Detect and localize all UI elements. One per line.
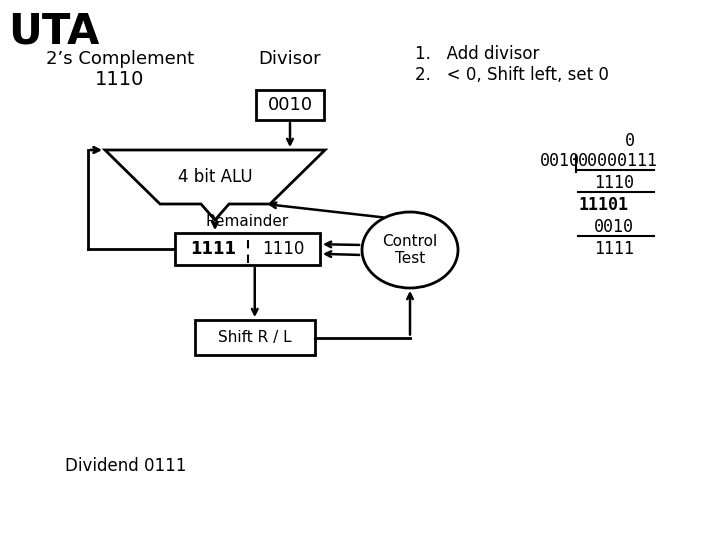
Text: 1110: 1110 (594, 174, 634, 192)
Text: ★: ★ (75, 16, 84, 26)
Text: 1111: 1111 (594, 240, 634, 258)
Text: Dividend 0111: Dividend 0111 (65, 457, 186, 475)
Text: Shift R / L: Shift R / L (218, 330, 292, 345)
Text: Divisor: Divisor (258, 50, 321, 68)
Ellipse shape (362, 212, 458, 288)
Polygon shape (105, 150, 325, 220)
Text: 0010: 0010 (594, 218, 634, 236)
Bar (175, 233, 320, 265)
Text: 0: 0 (625, 132, 635, 150)
Bar (194, 320, 315, 355)
Text: Control
Test: Control Test (382, 234, 438, 266)
Text: UTA: UTA (8, 10, 99, 52)
Text: 1110: 1110 (263, 240, 305, 258)
Text: 1111: 1111 (189, 240, 235, 258)
Text: 00000111: 00000111 (578, 152, 658, 170)
Text: 1.   Add divisor: 1. Add divisor (415, 45, 539, 63)
Text: 2’s Complement: 2’s Complement (46, 50, 194, 68)
Text: 2.   < 0, Shift left, set 0: 2. < 0, Shift left, set 0 (415, 66, 609, 84)
Bar (256, 90, 324, 120)
Text: 4 bit ALU: 4 bit ALU (178, 168, 252, 186)
Text: 1110: 1110 (95, 70, 145, 89)
Text: Remainder: Remainder (206, 214, 289, 229)
Text: 0010: 0010 (540, 152, 580, 170)
Text: 0010: 0010 (267, 96, 312, 114)
Text: 11101: 11101 (578, 196, 628, 214)
